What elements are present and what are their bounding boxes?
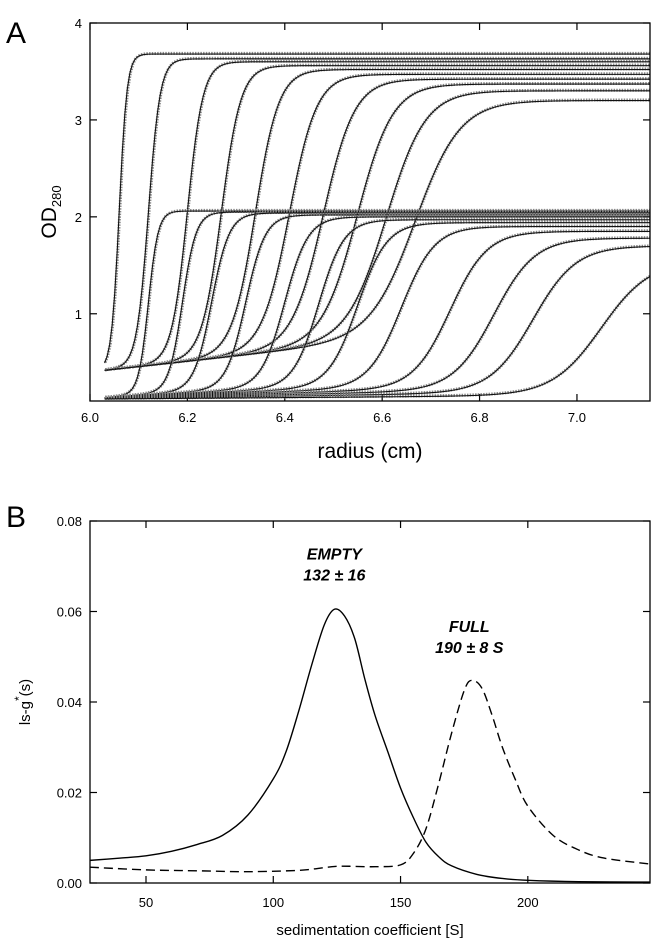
panel-b-frame [89, 520, 651, 884]
panel-b-annotation-label: EMPTY [307, 546, 363, 563]
panel-b-x-tick-label: 200 [517, 895, 539, 910]
panel-a-scan-fit [104, 230, 650, 400]
panel-a-x-tick-label: 6.4 [276, 410, 294, 425]
panel-b-y-axis-title-superscript: * [12, 696, 26, 701]
panel-b-x-axis-title: sedimentation coefficient [S] [276, 922, 463, 939]
panel-b-chart: 50 100 150 200 0.00 0.02 0.04 0.06 0.08 EMPTY 132… [12, 514, 651, 939]
panel-b-tick-labels: 50 100 150 200 0.00 0.02 0.04 0.06 0.08 [57, 514, 539, 910]
panel-a-x-tick-label: 6.8 [471, 410, 489, 425]
panel-b-y-axis-title-suffix: (s) [17, 679, 34, 697]
panel-a-x-axis-title: radius (cm) [317, 440, 422, 463]
panel-a-y-tick-label: 1 [75, 307, 82, 322]
panel-a-x-tick-label: 6.0 [81, 410, 99, 425]
panel-b-y-tick-label: 0.06 [57, 605, 82, 620]
panel-a-scan-fit [104, 58, 650, 371]
panel-a-scan-data [103, 51, 650, 363]
panel-a-scan-data [105, 98, 650, 372]
panel-b-y-tick-label: 0.02 [57, 786, 82, 801]
panel-a-scan-data [105, 236, 650, 400]
panel-b-series-solid [89, 608, 651, 883]
panel-a-frame [89, 22, 651, 402]
panel-b-x-tick-label: 100 [262, 895, 284, 910]
panel-b-y-tick-label: 0.08 [57, 514, 82, 529]
panel-a-scan-data [105, 208, 650, 399]
panel-b-x-tick-label: 150 [390, 895, 412, 910]
panel-a-scan-data [105, 229, 650, 400]
panel-a-scan-data [105, 220, 650, 400]
panel-b-annotation-value: 132 ± 16 [303, 568, 365, 585]
panel-b-letter: B [6, 501, 26, 534]
panel-a-scan-fit [104, 222, 650, 399]
panel-b-y-tick-label: 0.00 [57, 876, 82, 891]
panel-a-x-tick-label: 7.0 [568, 410, 586, 425]
panel-a-scan-fit [104, 237, 650, 400]
panel-a-x-tick-label: 6.2 [178, 410, 196, 425]
panel-b-series-dashed [89, 679, 651, 873]
panel-a-scan-fit [104, 210, 650, 399]
panel-a-letter: A [6, 17, 26, 50]
panel-b-y-tick-label: 0.04 [57, 695, 82, 710]
panel-a-x-tick-label: 6.6 [373, 410, 391, 425]
panel-a-y-axis-title: OD280 [38, 185, 64, 238]
panel-b-y-axis-title-main: ls-g [17, 701, 34, 725]
panel-b-y-axis-title: ls-g*(s) [12, 679, 34, 725]
panel-b-series [89, 608, 651, 883]
panel-a-scan-fit [104, 65, 650, 371]
panel-a-scan-fit [104, 216, 650, 399]
panel-a-scan-data [105, 274, 650, 400]
panel-a-y-tick-label: 4 [75, 16, 82, 31]
panel-a-y-tick-label: 3 [75, 113, 82, 128]
panel-b-annotation-value: 190 ± 8 S [435, 640, 504, 657]
panel-a-scan-data [105, 67, 650, 372]
panel-b-x-tick-label: 50 [139, 895, 153, 910]
panel-a-scan-data [105, 210, 650, 399]
panel-b-annotations: EMPTY 132 ± 16 FULL 190 ± 8 S [303, 546, 504, 657]
panel-a-scan-fit [104, 61, 650, 371]
panel-a-y-axis-title-subscript: 280 [49, 185, 64, 207]
panel-b-ticks [90, 520, 650, 884]
panel-a-scans [103, 51, 650, 400]
panel-a-scan-data [104, 56, 650, 372]
panel-b-annotation-label: FULL [449, 619, 490, 636]
panel-a-scan-fit [104, 275, 650, 400]
panel-a-chart: 6.0 6.2 6.4 6.6 6.8 7.0 1 2 3 4 radius (cm) OD280 [38, 16, 651, 463]
panel-a-y-tick-label: 2 [75, 210, 82, 225]
panel-a-scan-fit [104, 53, 650, 364]
panel-a-y-axis-title-main: OD [38, 207, 61, 239]
panel-a-ticks [89, 22, 650, 401]
panel-a-tick-labels: 6.0 6.2 6.4 6.6 6.8 7.0 1 2 3 4 [75, 16, 586, 425]
